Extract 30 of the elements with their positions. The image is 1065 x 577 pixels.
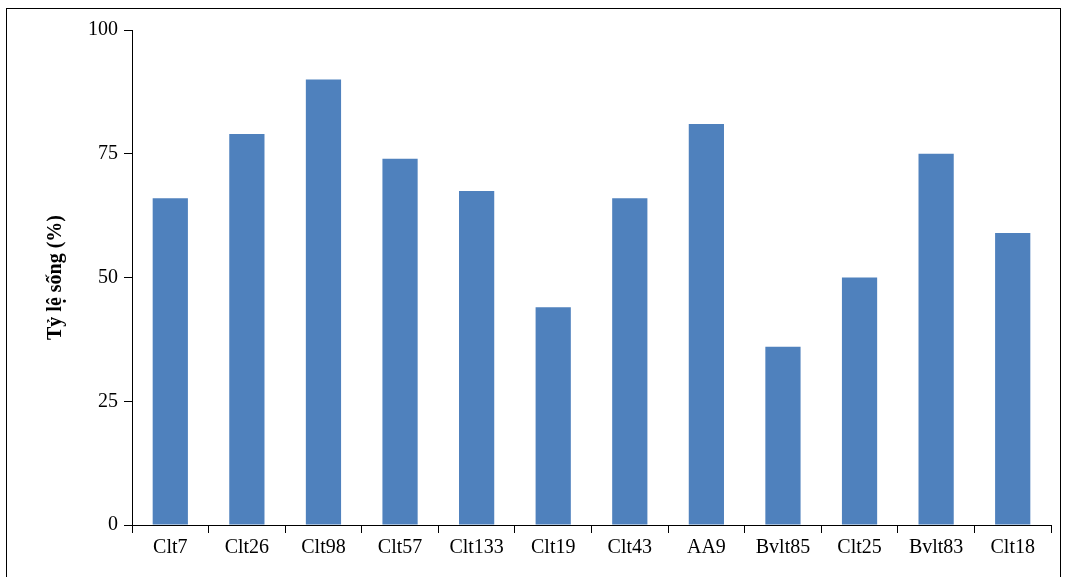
bar: [535, 307, 571, 525]
bar: [688, 124, 724, 525]
y-tick-label: 25: [98, 388, 118, 411]
bar: [841, 277, 878, 525]
y-tick-label: 100: [88, 17, 118, 40]
x-tick-label: Clt57: [377, 535, 423, 558]
bar: [995, 232, 1031, 525]
x-tick-label: Clt43: [607, 535, 653, 558]
x-tick-label: Bvlt85: [755, 535, 811, 558]
bar: [459, 190, 495, 525]
x-tick-label: Clt19: [530, 535, 576, 558]
bar: [765, 346, 801, 525]
x-tick-label: Clt133: [449, 535, 504, 558]
x-tick-label: Clt26: [224, 535, 270, 558]
y-tick-label: 75: [98, 141, 118, 163]
x-tick-label: Clt7: [153, 535, 188, 558]
x-tick-label: AA9: [686, 535, 726, 558]
bar: [382, 158, 418, 525]
bar: [305, 79, 342, 525]
y-tick-label: 0: [108, 512, 118, 535]
x-tick-label: Bvlt83: [908, 535, 964, 558]
y-axis-title: Tỷ lệ sống (%): [43, 215, 67, 340]
x-tick-label: Clt98: [301, 535, 346, 558]
bar: [229, 133, 265, 525]
x-tick-label: Clt18: [990, 535, 1035, 558]
bar: [612, 198, 648, 525]
y-tick-label: 50: [98, 264, 118, 287]
x-tick-label: Clt25: [837, 535, 882, 558]
bar: [152, 198, 188, 525]
bar: [918, 153, 954, 525]
